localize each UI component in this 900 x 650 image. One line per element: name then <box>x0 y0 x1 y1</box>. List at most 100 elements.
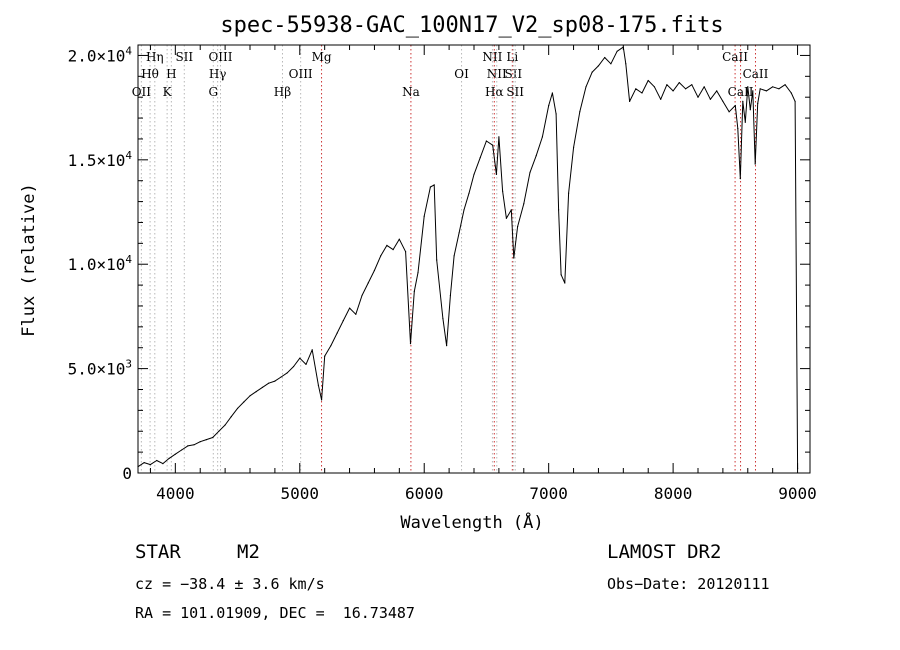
x-tick-label: 6000 <box>405 484 444 503</box>
data-point <box>564 282 566 284</box>
data-point <box>757 102 759 105</box>
data-point <box>268 382 270 384</box>
data-point <box>468 192 470 194</box>
data-point <box>413 290 415 292</box>
data-point <box>744 121 746 123</box>
data-point <box>479 157 481 159</box>
data-point <box>321 399 323 401</box>
data-point <box>199 441 201 443</box>
data-point <box>535 155 537 157</box>
y-tick-label: 5.0×103 <box>68 358 132 379</box>
data-point <box>709 98 712 100</box>
coordinates: RA = 101.01909, DEC = 16.73487 <box>135 604 415 622</box>
data-point <box>560 274 562 276</box>
data-point <box>392 249 394 251</box>
data-point <box>703 86 705 88</box>
data-point <box>548 104 550 107</box>
data-point <box>485 140 487 142</box>
data-point <box>299 357 301 359</box>
line-label-6: OIII <box>208 50 232 64</box>
data-point <box>625 63 627 65</box>
data-point <box>446 345 448 347</box>
data-point <box>495 173 497 175</box>
data-point <box>794 100 796 102</box>
data-point <box>405 251 407 253</box>
data-point <box>685 88 687 90</box>
chart-title: spec-55938-GAC_100N17_V2_sp08-175.fits <box>220 13 723 38</box>
data-point <box>749 109 751 111</box>
data-point <box>409 343 412 345</box>
data-point <box>672 90 674 92</box>
data-point <box>230 416 232 418</box>
data-point <box>585 86 587 88</box>
line-label-21: CaII <box>743 67 769 81</box>
data-point <box>653 86 656 88</box>
data-point <box>660 98 662 100</box>
data-point <box>187 445 189 447</box>
data-point <box>249 395 251 397</box>
data-point <box>523 203 525 205</box>
data-point <box>293 365 295 368</box>
data-point <box>380 255 382 257</box>
line-label-18: Hα <box>485 85 504 99</box>
line-label-10: OIII <box>289 67 313 81</box>
line-label-22: CaII <box>728 85 754 99</box>
spectrum-chart: spec-55938-GAC_100N17_V2_sp08-175.fits H… <box>19 13 817 533</box>
x-axis-label: Wavelength (Å) <box>400 511 543 533</box>
data-point <box>759 88 761 90</box>
data-point <box>280 376 282 378</box>
x-tick-label: 7000 <box>529 484 568 503</box>
data-point <box>579 111 581 113</box>
line-label-16: NII <box>487 67 507 81</box>
x-axis: 4000 5000 6000 7000 8000 9000 <box>149 45 817 503</box>
data-point <box>449 294 451 297</box>
data-point <box>754 163 756 165</box>
y-tick-label: 1.0×104 <box>68 253 133 274</box>
data-point <box>616 50 618 52</box>
data-point <box>591 71 593 73</box>
line-label-13: OI <box>454 67 469 81</box>
line-label-0: Hη <box>146 50 164 64</box>
y-axis-label: Flux (relative) <box>19 183 39 337</box>
data-point <box>417 272 419 274</box>
data-point <box>458 232 460 234</box>
data-point <box>510 209 512 211</box>
x-tick-label: 5000 <box>281 484 320 503</box>
data-point <box>691 84 693 86</box>
line-label-19: SII <box>506 85 524 99</box>
redshift-velocity: cz = −38.4 ± 3.6 km/s <box>135 575 325 593</box>
data-point <box>568 192 570 194</box>
data-point <box>747 86 749 88</box>
data-point <box>311 349 313 351</box>
data-point <box>398 238 400 240</box>
data-point <box>573 146 575 148</box>
line-label-3: H <box>166 67 176 81</box>
y-tick-label: 1.5×104 <box>68 149 133 170</box>
line-label-15: Li <box>506 50 518 64</box>
data-point <box>697 96 699 98</box>
data-point <box>555 113 557 115</box>
data-point <box>790 92 792 94</box>
data-point <box>243 401 245 403</box>
data-point <box>367 282 369 284</box>
data-point <box>734 104 736 107</box>
data-point <box>473 173 475 175</box>
data-point <box>641 92 643 94</box>
data-point <box>305 363 307 365</box>
data-point <box>513 257 515 259</box>
data-point <box>373 269 375 272</box>
data-point <box>174 453 176 455</box>
data-point <box>498 136 500 138</box>
plot-frame <box>137 44 811 474</box>
x-tick-label: 8000 <box>654 484 693 503</box>
data-point <box>716 90 718 92</box>
data-point <box>551 92 554 94</box>
data-point <box>728 111 730 113</box>
data-point <box>453 255 455 257</box>
data-point <box>502 190 504 192</box>
data-point <box>597 65 600 67</box>
line-label-8: G <box>208 85 218 99</box>
data-point <box>666 84 668 86</box>
line-label-20: CaII <box>722 50 748 64</box>
